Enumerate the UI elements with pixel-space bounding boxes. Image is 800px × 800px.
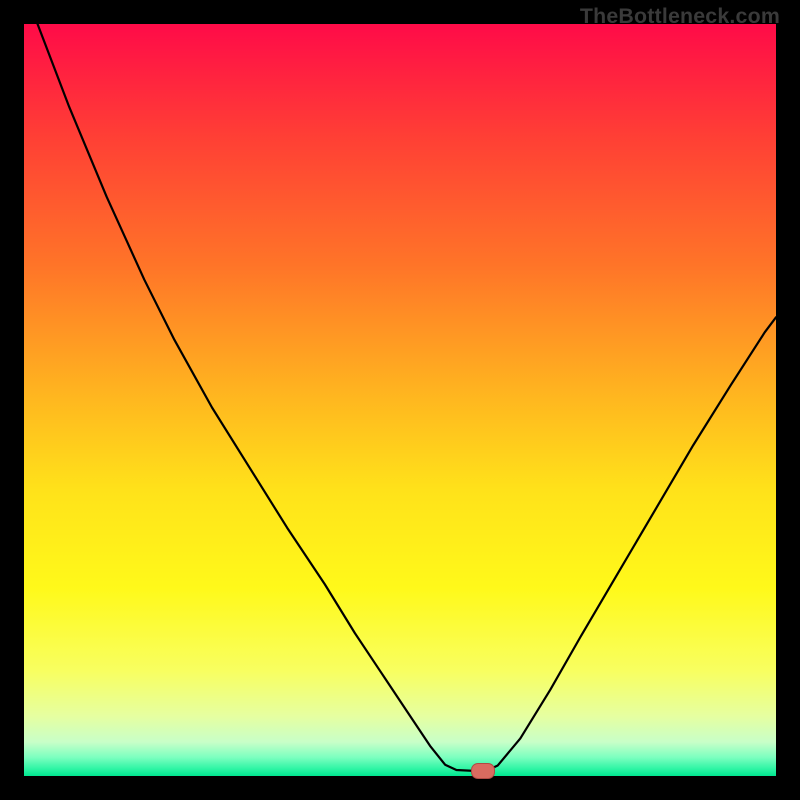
plot-area — [24, 24, 776, 776]
chart-frame: TheBottleneck.com — [0, 0, 800, 800]
watermark-text: TheBottleneck.com — [580, 4, 780, 29]
optimal-marker — [471, 763, 495, 779]
bottleneck-curve — [24, 24, 776, 776]
